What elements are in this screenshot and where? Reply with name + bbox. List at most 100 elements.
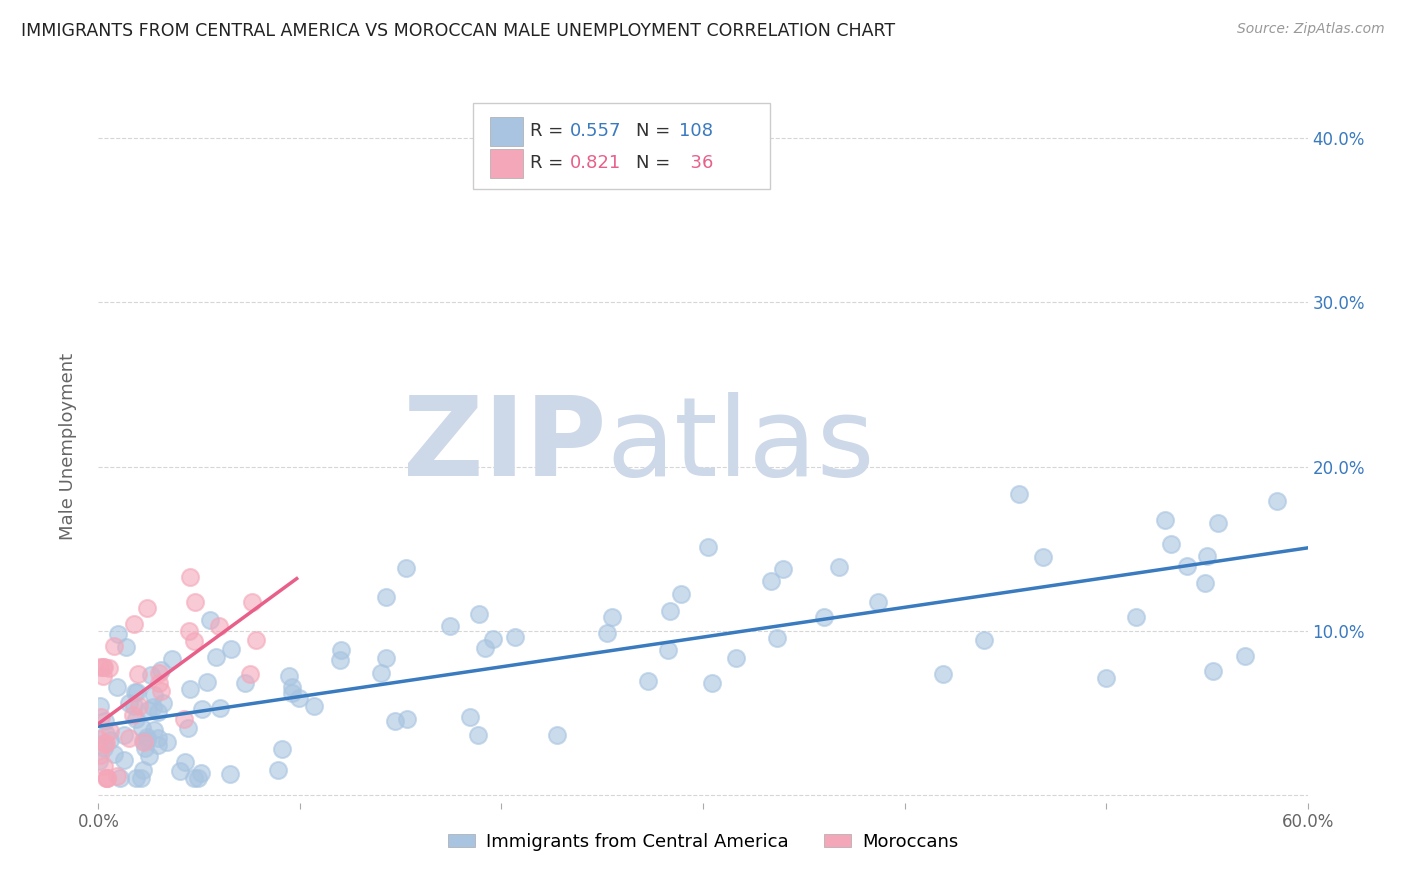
Point	[370, 665, 392, 680]
Point	[218, 767, 240, 781]
Point	[169, 764, 191, 778]
Point	[122, 708, 145, 723]
Point	[546, 728, 568, 742]
Point	[89, 748, 111, 763]
Text: 36: 36	[679, 154, 713, 172]
Text: Source: ZipAtlas.com: Source: ZipAtlas.com	[1237, 22, 1385, 37]
Point	[1202, 664, 1225, 678]
Point	[772, 561, 794, 575]
Y-axis label: Male Unemployment: Male Unemployment	[59, 352, 77, 540]
Point	[124, 685, 146, 699]
Point	[148, 705, 170, 719]
Text: IMMIGRANTS FROM CENTRAL AMERICA VS MOROCCAN MALE UNEMPLOYMENT CORRELATION CHART: IMMIGRANTS FROM CENTRAL AMERICA VS MOROC…	[21, 22, 896, 40]
Point	[173, 712, 195, 726]
Point	[467, 727, 489, 741]
Point	[94, 736, 117, 750]
Point	[103, 747, 125, 761]
Point	[657, 643, 679, 657]
Point	[827, 560, 849, 574]
Point	[221, 642, 243, 657]
Point	[190, 765, 212, 780]
Point	[1206, 516, 1229, 530]
FancyBboxPatch shape	[474, 103, 769, 189]
Point	[122, 616, 145, 631]
Point	[149, 663, 172, 677]
Point	[329, 653, 352, 667]
Point	[89, 698, 111, 713]
Point	[278, 669, 301, 683]
Point	[395, 712, 418, 726]
Point	[1095, 671, 1118, 685]
Point	[1265, 494, 1288, 508]
Point	[724, 651, 747, 665]
FancyBboxPatch shape	[491, 149, 523, 178]
Point	[96, 771, 118, 785]
Point	[98, 733, 121, 747]
Point	[374, 651, 396, 665]
Point	[439, 619, 461, 633]
Point	[1194, 576, 1216, 591]
Text: N =: N =	[637, 122, 676, 140]
Point	[281, 686, 304, 700]
Point	[96, 771, 118, 785]
Point	[183, 595, 205, 609]
Point	[658, 603, 681, 617]
Point	[152, 696, 174, 710]
Point	[697, 540, 720, 554]
Point	[125, 713, 148, 727]
Point	[1160, 537, 1182, 551]
Point	[139, 668, 162, 682]
Point	[669, 587, 692, 601]
Text: 108: 108	[679, 122, 713, 140]
Point	[96, 726, 118, 740]
Point	[108, 771, 131, 785]
Point	[131, 722, 153, 736]
Point	[87, 754, 110, 768]
Point	[125, 771, 148, 785]
Point	[474, 641, 496, 656]
Point	[146, 731, 169, 745]
Point	[866, 594, 889, 608]
Point	[281, 680, 304, 694]
Point	[148, 666, 170, 681]
Point	[384, 714, 406, 728]
Point	[122, 698, 145, 713]
Text: R =: R =	[530, 154, 569, 172]
Point	[1154, 513, 1177, 527]
Text: 0.821: 0.821	[569, 154, 621, 172]
Point	[149, 684, 172, 698]
Point	[112, 753, 135, 767]
Point	[105, 680, 128, 694]
Point	[114, 728, 136, 742]
Point	[395, 561, 418, 575]
Point	[148, 675, 170, 690]
Point	[118, 731, 141, 745]
Point	[136, 600, 159, 615]
Point	[245, 632, 267, 647]
Point	[103, 639, 125, 653]
Point	[179, 570, 201, 584]
Point	[600, 609, 623, 624]
Point	[233, 676, 256, 690]
Point	[1197, 549, 1219, 563]
Text: N =: N =	[637, 154, 676, 172]
Point	[759, 574, 782, 589]
Point	[162, 652, 184, 666]
Point	[91, 669, 114, 683]
Text: 0.557: 0.557	[569, 122, 621, 140]
Text: R =: R =	[530, 122, 569, 140]
Point	[1233, 649, 1256, 664]
Point	[131, 771, 153, 785]
Point	[173, 755, 195, 769]
Point	[209, 701, 232, 715]
Point	[374, 591, 396, 605]
Point	[239, 666, 262, 681]
Point	[93, 758, 115, 772]
Point	[127, 666, 149, 681]
Point	[138, 748, 160, 763]
Point	[205, 650, 228, 665]
Point	[179, 682, 201, 697]
Point	[142, 700, 165, 714]
Point	[482, 632, 505, 646]
Point	[973, 633, 995, 648]
